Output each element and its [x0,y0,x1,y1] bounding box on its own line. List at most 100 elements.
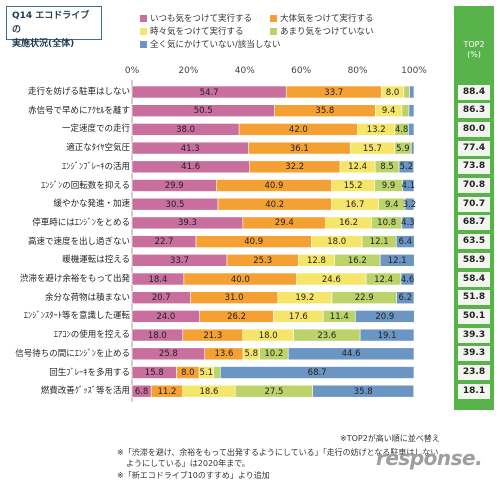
category-label: 緩やかな発進・加速 [53,199,130,210]
top2-value: 18.1 [458,383,490,399]
bar-value-label: 29.4 [274,218,294,229]
legend-label: 大体気をつけて実行する [280,14,374,24]
bar-value-label: 40.2 [265,199,285,210]
top2-value: 23.8 [458,365,490,380]
footnote-1: ※「渋滞を避け、余裕をもって出発するようにしている」「走行の妨げとなる駐車はしな… [117,448,439,457]
x-tick-label: 80% [347,66,368,76]
bar-segment [355,310,415,323]
category-label: 燃費改善ｸﾞｯｽﾞ等を活用 [40,386,130,397]
bar-value-label: 8.5 [380,162,394,173]
bar-value-label: 12.4 [348,162,368,173]
bar-value-label: 15.7 [362,143,382,154]
x-tick-label: 20% [178,66,199,76]
bar-value-label: 20.9 [375,311,395,322]
bar-segment [408,104,415,117]
bar-value-label: 12.4 [374,274,393,285]
category-label: 停車時にはｴﾝｼﾞﾝをとめる [32,217,130,228]
bar-value-label: 11.2 [157,386,177,397]
bar-value-label: 5.2 [399,162,414,173]
bar-value-label: 9.9 [381,181,396,191]
legend-swatch [270,15,277,22]
bar-value-label: 3.2 [402,199,417,210]
bar-value-label: 26.2 [227,311,247,322]
bar-value-label: 19.2 [295,293,315,304]
bar-segment [401,104,410,117]
bar-value-label: 12.1 [387,255,407,266]
x-tick-label: 60% [291,66,312,76]
bar-value-label: 40.9 [244,237,264,248]
bar-segment [219,366,415,379]
bar-segment [404,197,415,211]
top2-value: 88.4 [458,84,490,100]
bar-segment [287,347,415,361]
bar-segment [213,366,221,379]
top2-value: 39.3 [458,346,490,362]
legend-item: いつも気をつけて実行する [140,14,252,24]
bar-value-label: 6.4 [398,237,413,248]
top2-value: 86.3 [458,103,490,119]
bar-value-label: 22.7 [154,237,174,248]
bar-segment [395,235,415,248]
bar-value-label: 33.7 [324,87,344,98]
footnote-3: ※「新エコドライブ10のすすめ」より追加 [117,471,270,480]
chart-title-line-1: Q14 エコドライブの [12,11,90,35]
bar-value-label: 25.3 [253,255,273,266]
category-label: ｴﾝｼﾞﾝの回転数を抑える [41,180,130,191]
bar-value-label: 15.2 [343,181,363,191]
bar-value-label: 19.1 [377,330,397,341]
bar-value-label: 9.4 [384,199,399,210]
bar-value-label: 11.4 [329,311,349,322]
bar-value-label: 16.7 [345,199,365,210]
top2-value: 51.8 [458,290,490,306]
bar-value-label: 35.8 [353,386,373,397]
top2-value: 73.8 [458,159,490,175]
top2-value: 80.0 [458,121,490,137]
bar-value-label: 10.8 [377,218,397,229]
bar-value-label: 40.9 [264,181,284,191]
bar-value-label: 39.3 [177,218,197,229]
bar-value-label: 9.4 [381,106,396,117]
legend-label: 時々気をつけて実行する [150,27,244,37]
bar-value-label: 30.5 [165,199,185,210]
top2-value: 58.9 [458,252,490,268]
bar-value-label: 33.7 [170,255,189,266]
legend-label: いつも気をつけて実行する [150,14,253,24]
bar-value-label: 68.7 [307,368,327,378]
legend-label: あまり気をつけていない [280,27,374,37]
bar-segment [402,179,415,192]
category-label: 渋滞を避け余裕をもって出発 [19,274,130,284]
top2-value: 58.4 [458,271,490,287]
legend-item: 時々気をつけて実行する [140,27,244,37]
bar-value-label: 4.8 [394,124,409,135]
bar-value-label: 15.8 [144,368,164,378]
footnote-2: ようにしている」は2020年まで。 [126,459,250,468]
legend-swatch [140,28,147,35]
bar-value-label: 22.9 [354,293,374,304]
bar-value-label: 4.1 [401,181,415,191]
bar-value-label: 20.7 [151,293,171,304]
top2-value: 70.8 [458,178,490,193]
bar-value-label: 24.0 [156,311,176,322]
footnote-sort: ※TOP2が高い順に並べ替え [340,434,440,443]
legend-swatch [140,15,147,22]
bar-value-label: 29.9 [164,181,184,191]
bar-value-label: 6.8 [134,386,149,397]
bar-value-label: 8.0 [181,368,195,378]
legend-label: 全く気にかけていない/該当しない [150,40,281,50]
bar-segment [403,85,410,99]
bar-value-label: 35.8 [315,106,335,117]
bar-value-label: 18.4 [148,274,168,285]
category-label: 回生ﾌﾞﾚｰｷを多用する [49,367,130,378]
bar-value-label: 18.0 [147,330,167,341]
bar-segment [410,141,415,155]
bar-value-label: 16.2 [339,218,359,229]
bar-value-label: 13.2 [366,124,386,135]
legend-item: 大体気をつけて実行する [270,14,374,24]
response-logo: response. [376,446,483,470]
x-tick-label: 0% [124,66,140,76]
legend-item: あまり気をつけていない [270,27,374,37]
bar-value-label: 25.8 [158,349,178,360]
bar-value-label: 5.8 [244,349,259,360]
bar-value-label: 13.6 [214,349,234,360]
